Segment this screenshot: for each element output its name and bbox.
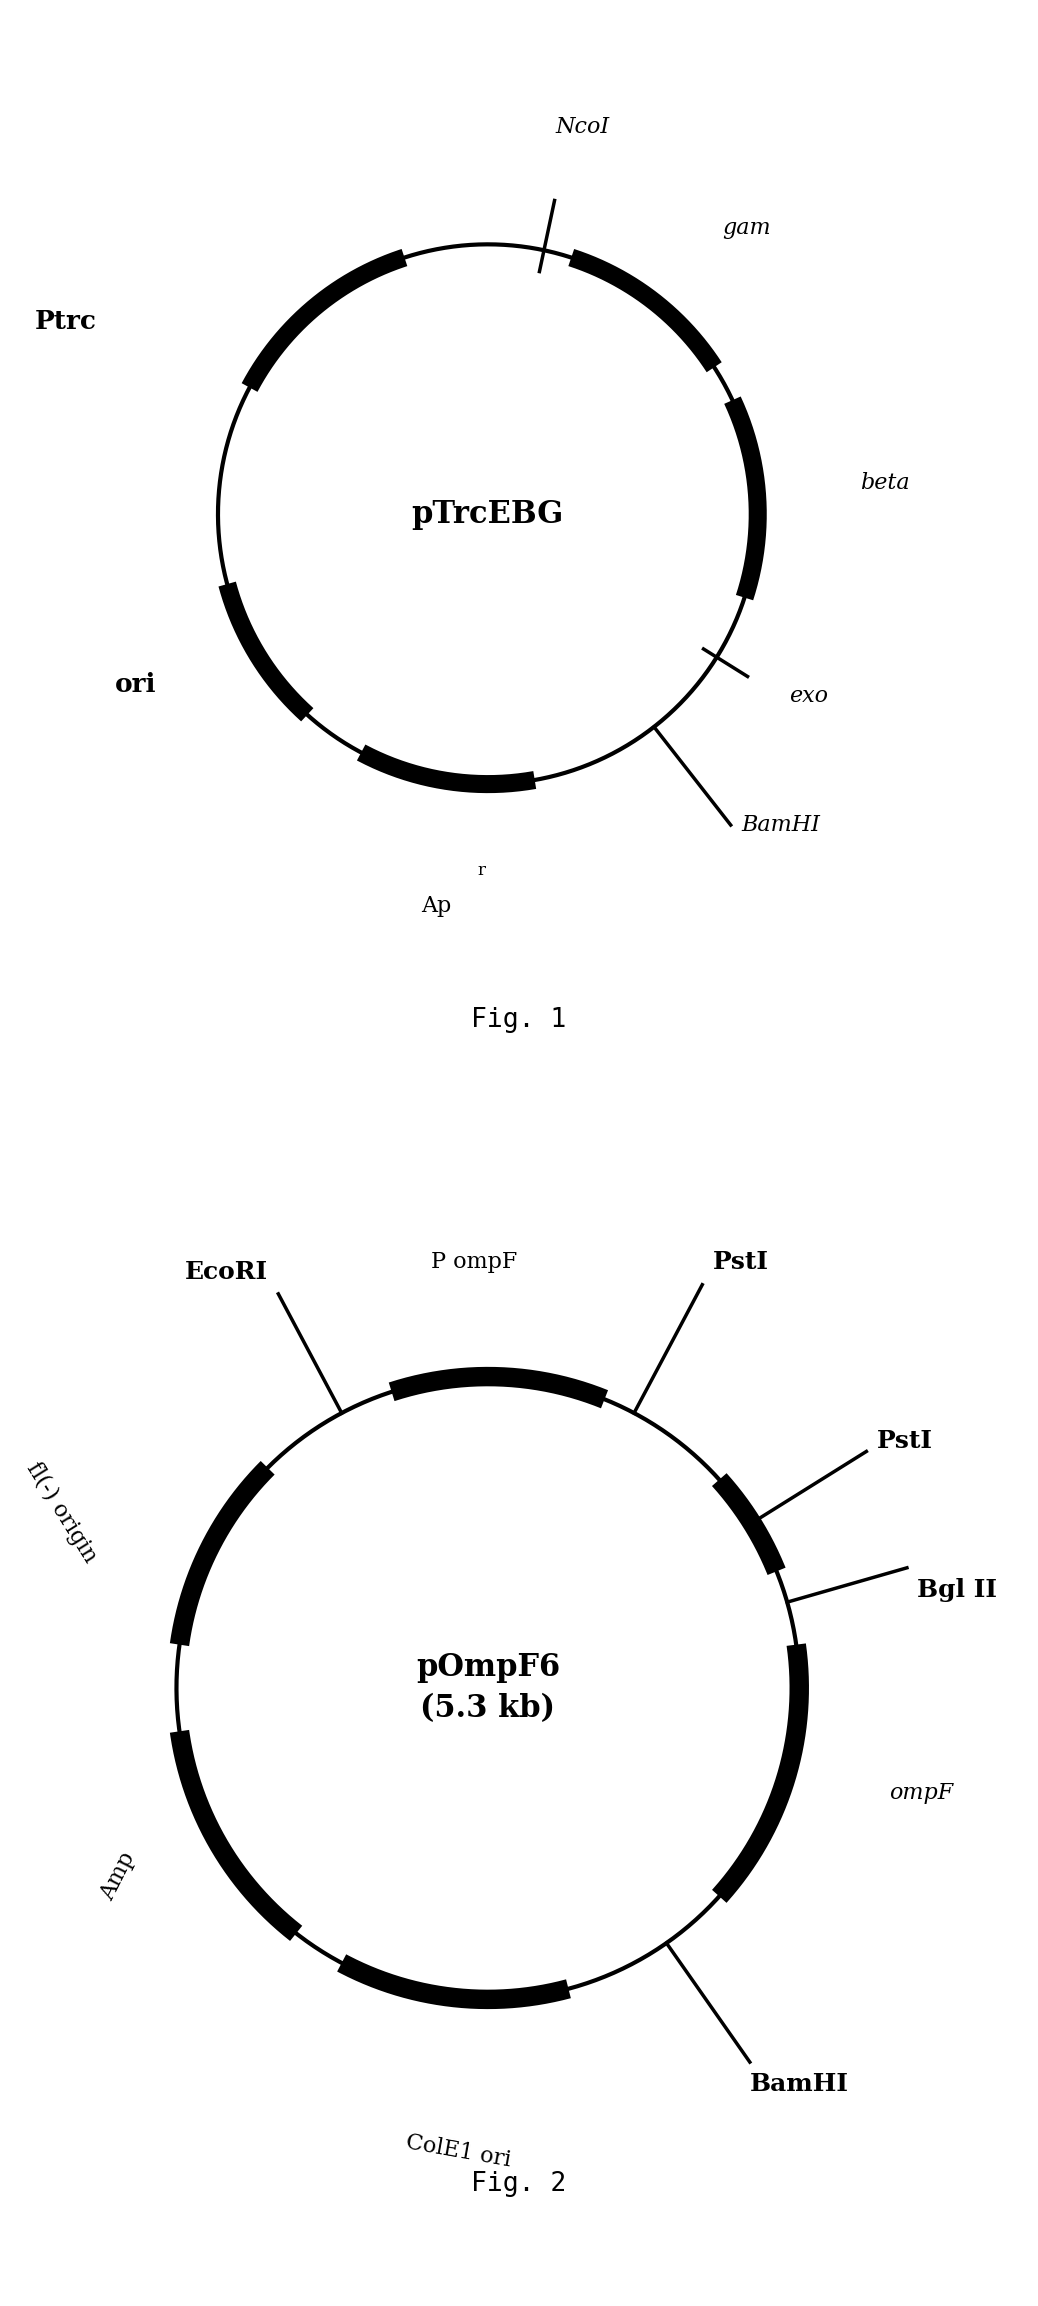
Text: fl(-) origin: fl(-) origin	[22, 1457, 101, 1566]
Text: r: r	[477, 862, 486, 879]
Text: pOmpF6
(5.3 kb): pOmpF6 (5.3 kb)	[416, 1651, 559, 1725]
Text: BamHI: BamHI	[741, 814, 820, 837]
Text: beta: beta	[861, 470, 909, 493]
Text: Ap: Ap	[420, 895, 450, 918]
Text: BamHI: BamHI	[749, 2073, 849, 2096]
Text: ompF: ompF	[890, 1783, 954, 1803]
Text: NcoI: NcoI	[555, 115, 609, 138]
Text: exo: exo	[789, 685, 827, 706]
Text: gam: gam	[721, 217, 770, 240]
Text: ColE1 ori: ColE1 ori	[404, 2131, 512, 2172]
Text: Fig. 1: Fig. 1	[471, 1008, 567, 1033]
Text: PstI: PstI	[877, 1430, 933, 1453]
Text: PstI: PstI	[713, 1250, 769, 1275]
Text: Ptrc: Ptrc	[34, 309, 97, 334]
Text: ori: ori	[115, 673, 157, 696]
Text: Bgl II: Bgl II	[918, 1577, 998, 1603]
Text: Fig. 2: Fig. 2	[471, 2170, 567, 2198]
Text: EcoRI: EcoRI	[185, 1259, 268, 1284]
Text: Amp: Amp	[97, 1849, 139, 1905]
Text: pTrcEBG: pTrcEBG	[412, 498, 564, 530]
Text: P ompF: P ompF	[431, 1252, 517, 1273]
